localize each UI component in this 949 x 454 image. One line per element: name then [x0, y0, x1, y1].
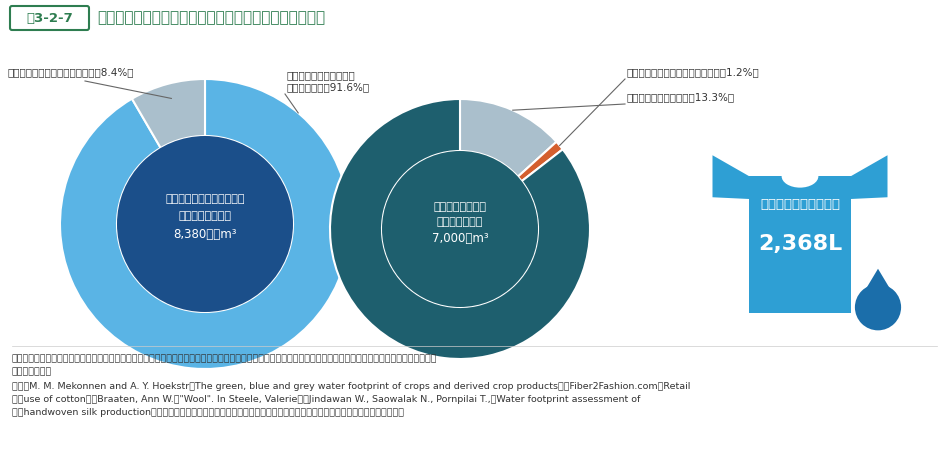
- Text: 7,000億m³: 7,000億m³: [432, 232, 489, 246]
- Text: 原材料調達段階における
水消費の割合（91.6%）: 原材料調達段階における 水消費の割合（91.6%）: [287, 70, 370, 92]
- Text: 服１着当たり必要な水: 服１着当たり必要な水: [760, 197, 840, 211]
- Text: 日本で供給される衣料品の水消費（1.2%）: 日本で供給される衣料品の水消費（1.2%）: [627, 67, 760, 77]
- Text: 注：原材料調達においては天然繊維、動物繊維のみ算出対象とした（化学繊維の８割は水消費がない他、残り２割は途上国はじめ循環利用されているとのヒアリング: 注：原材料調達においては天然繊維、動物繊維のみ算出対象とした（化学繊維の８割は水…: [12, 354, 437, 363]
- Text: 水資源の利用状況: 水資源の利用状況: [178, 211, 232, 221]
- Text: 染色段階における水消費の割合（8.4%）: 染色段階における水消費の割合（8.4%）: [8, 67, 135, 77]
- Text: 世界の工業用水に: 世界の工業用水に: [434, 202, 487, 212]
- Text: 資料：M. M. Mekonnen and A. Y. Hoekstr「The green, blue and grey water footprint of : 資料：M. M. Mekonnen and A. Y. Hoekstr「The …: [12, 382, 690, 391]
- Ellipse shape: [782, 165, 818, 188]
- Text: 8,380百万m³: 8,380百万m³: [174, 227, 236, 241]
- Polygon shape: [855, 269, 902, 307]
- Text: 結果より）: 結果より）: [12, 367, 52, 376]
- Text: おける水消費量: おける水消費量: [437, 217, 483, 227]
- Wedge shape: [518, 142, 563, 181]
- Text: 世界の衣料品の水消費（13.3%）: 世界の衣料品の水消費（13.3%）: [627, 92, 735, 102]
- Circle shape: [117, 136, 293, 312]
- Text: 日本に供給される衣料品の: 日本に供給される衣料品の: [165, 194, 245, 204]
- Text: 国内に供給される衣料品、ファッション産業の水消費量: 国内に供給される衣料品、ファッション産業の水消費量: [97, 10, 326, 25]
- Text: 図3-2-7: 図3-2-7: [27, 11, 73, 25]
- Circle shape: [382, 151, 538, 307]
- Wedge shape: [60, 79, 350, 369]
- Text: handwoven silk production」、環境省「ウォーターフットプリント算出事例集」、繊維ハンドブックより日本総合研究所作成: handwoven silk production」、環境省「ウォーターフットプ…: [12, 408, 404, 417]
- Wedge shape: [330, 99, 590, 359]
- Wedge shape: [460, 99, 556, 177]
- Text: 2,368L: 2,368L: [758, 234, 842, 254]
- FancyBboxPatch shape: [10, 6, 89, 30]
- Wedge shape: [132, 79, 205, 148]
- Text: use of cotton」、Braaten, Ann W.「"Wool". In Steele, Valerie」、Jindawan W., Saowalak: use of cotton」、Braaten, Ann W.「"Wool". I…: [12, 395, 641, 404]
- Bar: [750, 176, 850, 313]
- Polygon shape: [713, 155, 750, 199]
- Polygon shape: [850, 155, 887, 199]
- Circle shape: [855, 284, 902, 331]
